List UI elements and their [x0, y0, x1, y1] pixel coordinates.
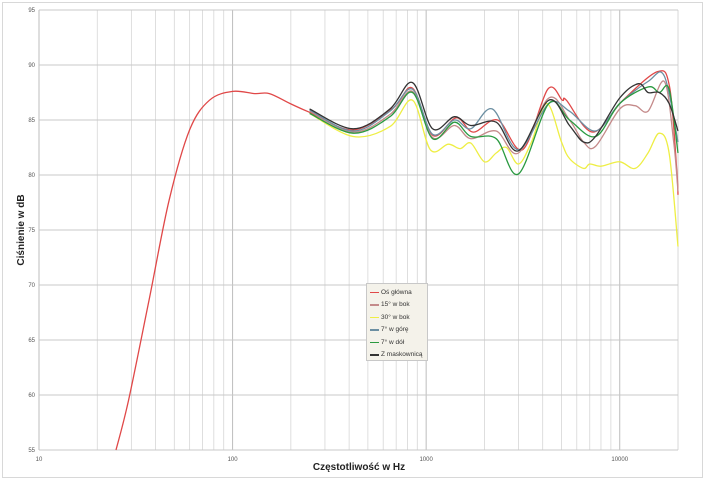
legend-swatch [370, 329, 379, 331]
series-line-0 [115, 70, 679, 451]
legend-label: 15° w bok [381, 301, 410, 309]
y-tick-label: 65 [28, 338, 35, 344]
legend-label: 7° w górę [381, 326, 409, 334]
y-tick-label: 95 [28, 8, 35, 14]
y-tick-label: 85 [28, 118, 35, 124]
legend: Oś główna 15° w bok 30° w bok 7° w górę 7° w… [366, 283, 428, 361]
y-tick-label: 60 [28, 393, 35, 399]
tick-labels: 55 60 65 70 75 80 85 90 95 10 100 1000 10000 [28, 8, 628, 463]
series-line-3 [309, 71, 679, 151]
y-tick-label: 70 [28, 283, 35, 289]
x-tick-label: 10000 [611, 457, 628, 463]
legend-item: 7° w górę [370, 324, 427, 337]
y-tick-label: 90 [28, 63, 35, 69]
legend-item: 7° w dół [370, 336, 427, 349]
legend-swatch [370, 304, 379, 306]
legend-item: 15° w bok [370, 299, 427, 312]
legend-item: 30° w bok [370, 311, 427, 324]
grid [38, 9, 679, 451]
legend-swatch [370, 316, 379, 318]
series-line-2 [309, 99, 679, 247]
y-axis-label: Ciśnienie w dB [16, 194, 27, 265]
y-tick-label: 75 [28, 228, 35, 234]
legend-label: 7° w dół [381, 338, 405, 346]
legend-label: Oś główna [381, 288, 412, 296]
x-tick-label: 100 [228, 457, 239, 463]
legend-swatch [370, 354, 379, 356]
y-tick-label: 55 [28, 448, 35, 454]
series-lines [115, 70, 679, 451]
series-line-4 [309, 84, 679, 175]
legend-item: Oś główna [370, 286, 427, 299]
x-tick-label: 1000 [419, 457, 433, 463]
legend-label: Z maskownicą [381, 351, 423, 359]
legend-item: Z maskownicą [370, 349, 427, 362]
x-axis-label: Częstotliwość w Hz [313, 462, 405, 473]
series-line-5 [309, 81, 679, 152]
y-tick-label: 80 [28, 173, 35, 179]
x-tick-label: 10 [36, 457, 43, 463]
legend-swatch [370, 341, 379, 343]
series-line-1 [309, 80, 679, 192]
legend-label: 30° w bok [381, 313, 410, 321]
legend-swatch [370, 291, 379, 293]
